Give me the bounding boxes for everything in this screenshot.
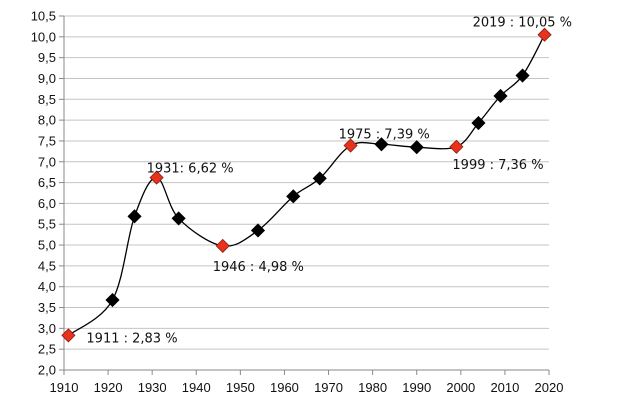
- highlight-marker: [215, 238, 230, 253]
- y-tick-label: 5,5: [38, 217, 56, 232]
- y-tick-label: 8,0: [38, 113, 56, 128]
- data-marker: [374, 137, 389, 152]
- x-tick-labels: 1910 1920 1930 1940 1950 1960 1970 1980 1990 2000…: [50, 380, 564, 395]
- highlight-marker: [61, 328, 76, 343]
- y-tick-label: 3,0: [38, 321, 56, 336]
- data-marker: [493, 88, 508, 104]
- x-tick-label: 1920: [94, 380, 123, 395]
- data-marker: [471, 115, 486, 131]
- x-tick-label: 1960: [270, 380, 299, 395]
- data-annotation: 1946 : 4,98 %: [213, 260, 304, 275]
- data-annotation: 1999 : 7,36 %: [452, 158, 543, 173]
- data-markers: [61, 27, 552, 343]
- x-tick-label: 1930: [138, 380, 167, 395]
- y-tick-label: 5,0: [38, 238, 56, 253]
- data-annotation: 2019 : 10,05 %: [473, 16, 572, 31]
- series-line: [68, 34, 546, 336]
- x-tick-label: 1910: [50, 380, 79, 395]
- y-tick-label: 3,5: [38, 300, 56, 315]
- x-tick-label: 1990: [402, 380, 431, 395]
- data-marker: [286, 189, 301, 204]
- x-tick-label: 1980: [358, 380, 387, 395]
- highlight-marker: [343, 138, 358, 153]
- y-tick-label: 8,5: [38, 92, 56, 107]
- y-tick-label: 6,0: [38, 196, 56, 211]
- y-tick-label: 10,0: [31, 29, 56, 44]
- y-tick-labels: 2,0 2,5 3,0 3,5 4,0 4,5 5,0 5,5 6,0 6,5 7,0 7,5 8,0 8…: [31, 9, 56, 378]
- data-marker: [250, 223, 266, 238]
- x-tick-label: 1970: [314, 380, 343, 395]
- y-tick-label: 9,0: [38, 71, 56, 86]
- series-line-path: [68, 34, 546, 336]
- data-marker: [515, 68, 530, 83]
- data-marker: [171, 211, 186, 226]
- x-tick-label: 2010: [490, 380, 519, 395]
- y-tick-label: 4,0: [38, 279, 56, 294]
- data-annotation: 1911 : 2,83 %: [86, 331, 177, 346]
- y-tick-label: 9,5: [38, 50, 56, 65]
- data-marker: [105, 292, 120, 308]
- x-tick-label: 2020: [535, 380, 564, 395]
- gridlines: [64, 15, 549, 350]
- data-marker: [127, 209, 142, 224]
- y-tick-label: 7,5: [38, 133, 56, 148]
- y-tick-label: 2,0: [38, 363, 56, 378]
- data-annotation: 1931: 6,62 %: [147, 162, 234, 177]
- highlight-marker: [537, 27, 552, 42]
- y-tick-label: 6,5: [38, 175, 56, 190]
- annotations: 1911 : 2,83 % 1931: 6,62 % 1946 : 4,98 % 19…: [86, 16, 572, 347]
- data-annotation: 1975 : 7,39 %: [339, 128, 430, 143]
- y-tick-label: 7,0: [38, 154, 56, 169]
- y-tick-label: 10,5: [31, 9, 56, 24]
- highlight-marker: [449, 139, 464, 154]
- y-tick-label: 4,5: [38, 258, 56, 273]
- highlight-marker: [149, 170, 164, 185]
- axes: [59, 15, 550, 375]
- x-tick-label: 2000: [446, 380, 475, 395]
- x-tick-label: 1950: [226, 380, 255, 395]
- y-tick-label: 2,5: [38, 342, 56, 357]
- data-marker: [312, 171, 327, 186]
- data-marker: [409, 140, 424, 155]
- x-tick-label: 1940: [182, 380, 211, 395]
